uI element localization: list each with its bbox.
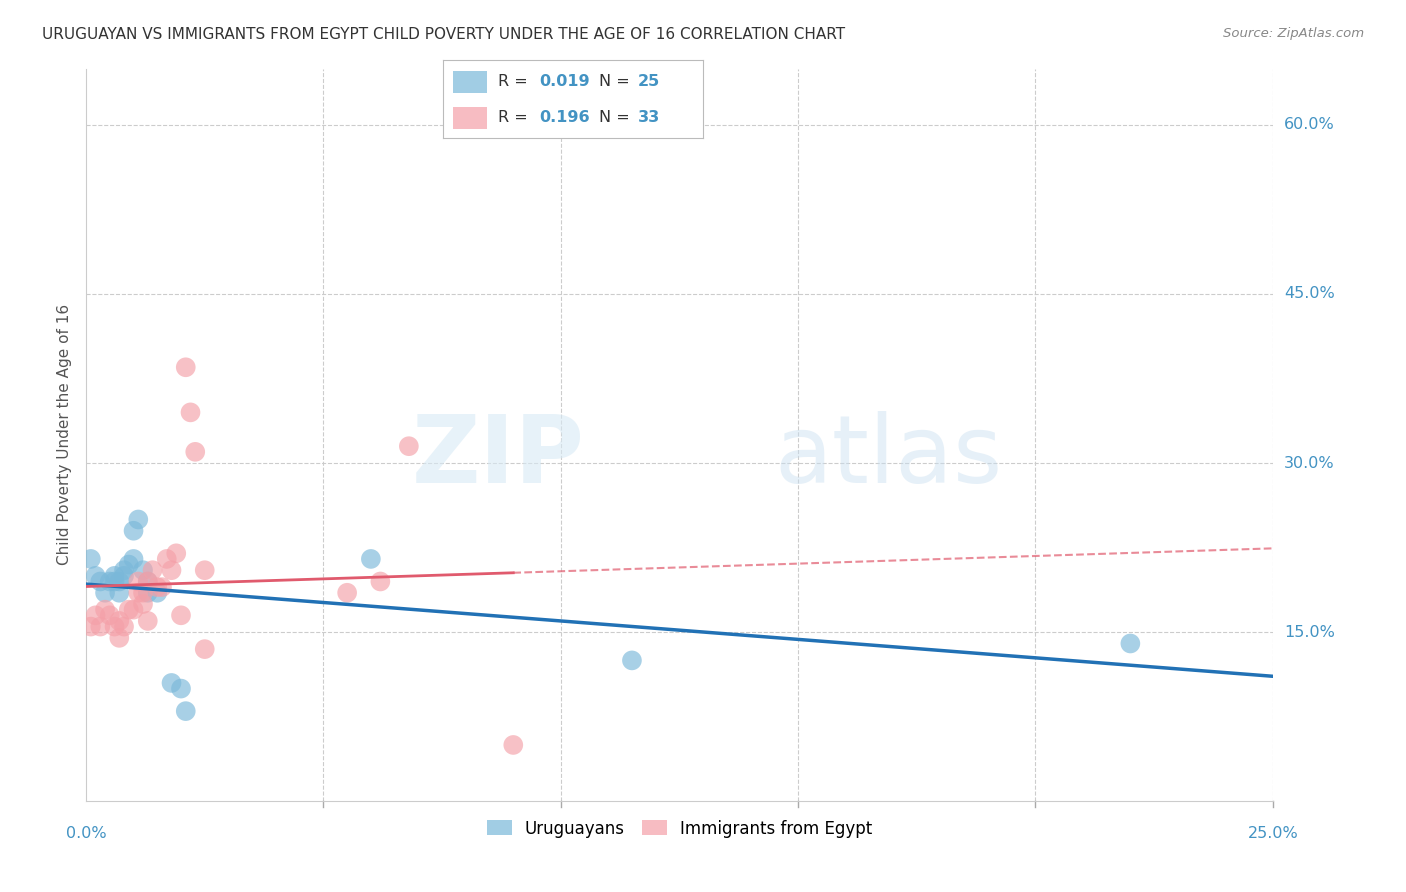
- Text: 45.0%: 45.0%: [1284, 286, 1334, 301]
- Point: [89, 574, 111, 589]
- Legend: Uruguayans, Immigrants from Egypt: Uruguayans, Immigrants from Egypt: [479, 813, 879, 845]
- Text: R =: R =: [498, 111, 533, 126]
- Text: 25: 25: [638, 74, 661, 89]
- Point: [174, 360, 197, 375]
- Point: [122, 552, 145, 566]
- Point: [98, 608, 121, 623]
- Text: Source: ZipAtlas.com: Source: ZipAtlas.com: [1223, 27, 1364, 40]
- Point: [160, 563, 183, 577]
- Text: URUGUAYAN VS IMMIGRANTS FROM EGYPT CHILD POVERTY UNDER THE AGE OF 16 CORRELATION: URUGUAYAN VS IMMIGRANTS FROM EGYPT CHILD…: [42, 27, 845, 42]
- Point: [150, 580, 173, 594]
- Text: 0.0%: 0.0%: [66, 826, 107, 841]
- Point: [127, 574, 149, 589]
- Text: 25.0%: 25.0%: [1247, 826, 1298, 841]
- Text: 33: 33: [638, 111, 661, 126]
- Text: N =: N =: [599, 74, 636, 89]
- Text: N =: N =: [599, 111, 636, 126]
- Text: ZIP: ZIP: [412, 411, 585, 503]
- Point: [136, 614, 159, 628]
- Point: [112, 569, 135, 583]
- Point: [132, 563, 155, 577]
- Point: [127, 512, 149, 526]
- Point: [146, 580, 169, 594]
- Point: [141, 563, 163, 577]
- Point: [156, 552, 179, 566]
- Point: [103, 619, 125, 633]
- Text: 60.0%: 60.0%: [1284, 118, 1334, 132]
- Point: [108, 586, 131, 600]
- Point: [103, 569, 125, 583]
- Point: [360, 552, 382, 566]
- Point: [1119, 636, 1142, 650]
- Point: [184, 445, 207, 459]
- Point: [84, 608, 107, 623]
- Point: [132, 586, 155, 600]
- Point: [80, 552, 103, 566]
- Point: [118, 558, 141, 572]
- Point: [94, 586, 117, 600]
- Text: 30.0%: 30.0%: [1284, 456, 1334, 471]
- Point: [108, 574, 131, 589]
- Point: [179, 405, 201, 419]
- Bar: [453, 70, 486, 93]
- Point: [112, 563, 135, 577]
- Point: [194, 642, 217, 657]
- Point: [398, 439, 420, 453]
- Point: [370, 574, 392, 589]
- Point: [122, 524, 145, 538]
- Point: [136, 574, 159, 589]
- Point: [165, 546, 187, 560]
- Point: [89, 619, 111, 633]
- Point: [160, 676, 183, 690]
- Point: [620, 653, 643, 667]
- Point: [336, 586, 359, 600]
- Point: [108, 631, 131, 645]
- Text: 15.0%: 15.0%: [1284, 624, 1334, 640]
- Point: [174, 704, 197, 718]
- Point: [84, 569, 107, 583]
- Point: [94, 602, 117, 616]
- Text: atlas: atlas: [775, 411, 1002, 503]
- Point: [170, 608, 193, 623]
- Point: [136, 586, 159, 600]
- Point: [108, 614, 131, 628]
- Point: [170, 681, 193, 696]
- Text: R =: R =: [498, 74, 533, 89]
- Bar: [453, 107, 486, 128]
- Point: [122, 602, 145, 616]
- Text: 0.019: 0.019: [538, 74, 589, 89]
- Point: [136, 574, 159, 589]
- Point: [103, 574, 125, 589]
- Point: [127, 586, 149, 600]
- Point: [80, 619, 103, 633]
- Point: [98, 574, 121, 589]
- Y-axis label: Child Poverty Under the Age of 16: Child Poverty Under the Age of 16: [58, 304, 72, 566]
- Point: [194, 563, 217, 577]
- Point: [112, 619, 135, 633]
- Point: [146, 586, 169, 600]
- Point: [132, 597, 155, 611]
- Point: [502, 738, 524, 752]
- Point: [118, 602, 141, 616]
- Text: 0.196: 0.196: [538, 111, 589, 126]
